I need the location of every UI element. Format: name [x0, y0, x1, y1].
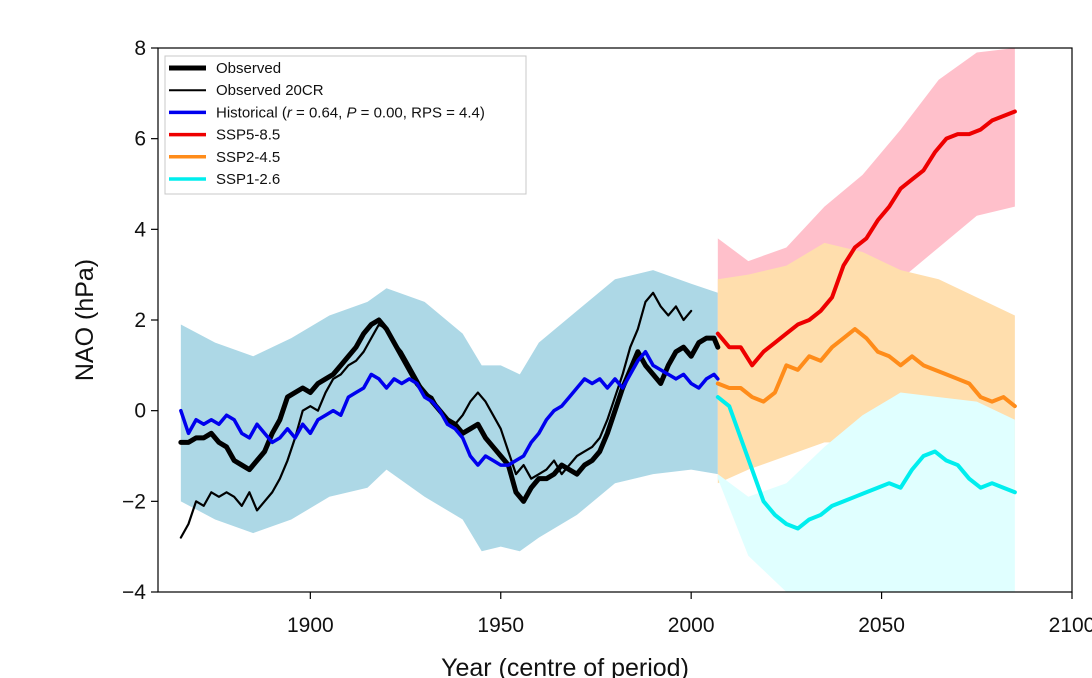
- y-tick-label: −2: [122, 490, 146, 513]
- x-tick-label: 2050: [858, 614, 905, 637]
- legend-box: [164, 55, 527, 195]
- y-tick-label: 2: [134, 309, 146, 332]
- historical-line: [179, 349, 720, 467]
- historical-range-band: [180, 270, 718, 552]
- legend-label: Observed: [216, 60, 281, 77]
- legend-label: SSP5-8.5: [216, 127, 280, 144]
- y-axis-title: NAO (hPa): [71, 259, 99, 381]
- series-lines: [178, 109, 1017, 539]
- ssp2-4-5-line: [715, 327, 1017, 409]
- legend: Observed Observed 20CR Historical (r = 0.6…: [164, 55, 527, 195]
- ssp1-2-6-line: [715, 395, 1017, 531]
- y-tick-label: 6: [134, 128, 146, 151]
- y-tick-label: 0: [134, 400, 146, 423]
- y-tick-label: 4: [134, 218, 146, 241]
- observed-line: [178, 317, 721, 504]
- ssp5-8-5-line: [715, 109, 1017, 368]
- x-tick-label: 2100: [1049, 614, 1092, 637]
- legend-label: Observed 20CR: [216, 82, 324, 99]
- x-axis-title: Year (centre of period): [441, 654, 689, 678]
- x-tick-label: 1900: [287, 614, 334, 637]
- x-tick-label: 1950: [477, 614, 524, 637]
- legend-label: SSP2-4.5: [216, 149, 280, 166]
- legend-label: SSP1-2.6: [216, 171, 280, 188]
- axes: −4 −2 0 2 4 6 8 1900 1950 2000 2050 2100: [122, 37, 1092, 637]
- y-tick-label: −4: [122, 581, 146, 604]
- legend-label: Historical (r = 0.64, P = 0.00, RPS = 4.…: [216, 104, 485, 121]
- x-tick-label: 2000: [668, 614, 715, 637]
- y-tick-label: 8: [134, 37, 146, 60]
